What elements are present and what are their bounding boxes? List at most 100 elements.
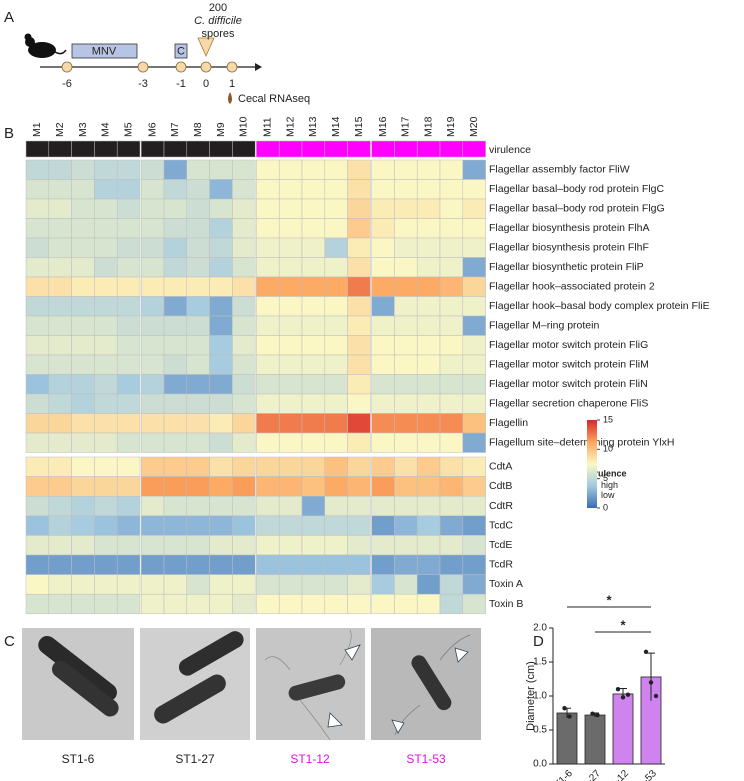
heat-cell <box>324 335 348 356</box>
heat-cell <box>140 515 165 536</box>
heat-cell <box>232 432 256 453</box>
heat-cell <box>163 257 188 278</box>
heat-cell <box>347 393 371 414</box>
annotation-cell <box>25 140 50 158</box>
heat-cell <box>394 515 418 536</box>
heat-cell <box>25 296 50 317</box>
heat-cell <box>347 179 371 200</box>
row-label: CdtB <box>489 480 512 492</box>
x-tick-label: ST1-12 <box>600 768 631 781</box>
heat-cell <box>416 198 441 219</box>
heat-cell <box>94 257 118 278</box>
heat-cell <box>71 296 95 317</box>
heat-cell <box>256 218 280 239</box>
heat-cell <box>416 413 441 434</box>
heat-cell <box>140 237 165 258</box>
heat-cell <box>394 476 418 497</box>
legend-label: low <box>601 490 615 500</box>
heat-cell <box>186 296 210 317</box>
x-tick-label: ST1-27 <box>572 768 603 781</box>
heat-cell <box>371 374 395 395</box>
heat-cell <box>324 159 348 180</box>
column-label: M11 <box>262 117 274 137</box>
heat-cell <box>394 179 418 200</box>
heat-cell <box>416 554 441 575</box>
heat-cell <box>94 315 118 336</box>
heat-cell <box>462 354 486 375</box>
heat-cell <box>71 593 95 615</box>
heat-cell <box>416 374 441 395</box>
heat-cell <box>256 198 280 219</box>
bar <box>556 712 578 765</box>
heat-cell <box>94 335 118 356</box>
heat-cell <box>163 432 188 453</box>
heat-cell <box>371 296 395 317</box>
heat-cell <box>209 574 233 595</box>
heat-cell <box>371 276 395 297</box>
heat-cell <box>25 257 50 278</box>
heat-cell <box>416 296 441 317</box>
heat-cell <box>347 535 371 556</box>
heat-cell <box>278 315 303 336</box>
row-label: Flagellar motor switch protein FliG <box>489 339 648 351</box>
annotation-cell <box>140 140 165 158</box>
heat-cell <box>71 574 95 595</box>
heat-cell <box>416 515 441 536</box>
panel-letter: D <box>533 633 544 650</box>
row-label: Toxin B <box>489 598 523 610</box>
heat-cell <box>324 179 348 200</box>
heat-cell <box>48 413 72 434</box>
heat-cell <box>256 393 280 414</box>
heat-cell <box>256 296 280 317</box>
sample-icon <box>228 92 232 104</box>
day-marker <box>175 61 187 73</box>
heat-cell <box>301 593 326 615</box>
heat-cell <box>439 354 464 375</box>
heat-cell <box>71 179 95 200</box>
heat-cell <box>301 432 326 453</box>
heat-cell <box>256 554 280 575</box>
heat-cell <box>394 276 418 297</box>
heat-cell <box>25 495 50 517</box>
heat-cell <box>439 535 464 556</box>
heat-cell <box>94 159 118 180</box>
heat-cell <box>301 574 326 595</box>
heat-cell <box>71 198 95 219</box>
heat-cell <box>116 456 141 477</box>
heat-cell <box>256 237 280 258</box>
heat-cell <box>186 335 210 356</box>
heat-cell <box>209 554 233 575</box>
annotation-cell <box>347 140 371 158</box>
heat-cell <box>232 413 256 434</box>
heat-cell <box>94 198 118 219</box>
heat-cell <box>209 535 233 556</box>
heat-cell <box>94 574 118 595</box>
column-label: M19 <box>445 116 457 137</box>
heat-cell <box>324 276 348 297</box>
column-label: M16 <box>377 116 389 137</box>
heat-cell <box>347 257 371 278</box>
heat-cell <box>278 159 303 180</box>
heat-cell <box>394 335 418 356</box>
heat-cell <box>256 495 280 517</box>
heat-cell <box>416 179 441 200</box>
annotation-cell <box>439 140 464 158</box>
heat-cell <box>232 456 256 477</box>
heat-cell <box>278 535 303 556</box>
panel-letter: C <box>4 633 15 650</box>
heat-cell <box>394 574 418 595</box>
heat-cell <box>116 315 141 336</box>
heat-cell <box>186 159 210 180</box>
heat-cell <box>256 593 280 615</box>
heat-cell <box>394 237 418 258</box>
heat-cell <box>278 276 303 297</box>
c-bar <box>174 43 188 59</box>
heat-cell <box>116 335 141 356</box>
heat-cell <box>232 515 256 536</box>
heat-cell <box>48 515 72 536</box>
heat-cell <box>256 257 280 278</box>
dose-text: spores <box>201 28 235 40</box>
y-tick-label: 0.0 <box>533 759 547 770</box>
day-label: 1 <box>229 78 235 90</box>
heat-cell <box>371 432 395 453</box>
